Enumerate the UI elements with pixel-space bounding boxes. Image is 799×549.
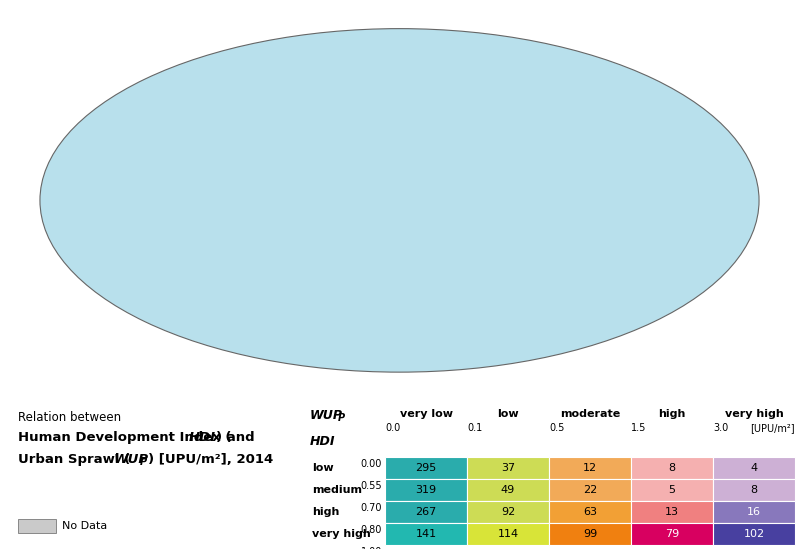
- Text: Relation between: Relation between: [18, 411, 121, 424]
- Text: 49: 49: [501, 485, 515, 495]
- Text: 0.00: 0.00: [360, 459, 382, 469]
- Bar: [467, 457, 549, 479]
- Text: 8: 8: [750, 485, 757, 495]
- Text: [UPU/m²]: [UPU/m²]: [750, 423, 795, 433]
- Text: 79: 79: [665, 529, 679, 539]
- Text: 102: 102: [743, 529, 765, 539]
- Text: HDI: HDI: [189, 431, 216, 444]
- Text: HDI: HDI: [310, 435, 336, 448]
- Text: high: high: [658, 409, 686, 419]
- Bar: [549, 523, 631, 545]
- Text: very low: very low: [400, 409, 452, 419]
- Text: 16: 16: [747, 507, 761, 517]
- Bar: [549, 457, 631, 479]
- Text: 63: 63: [583, 507, 597, 517]
- Bar: [385, 479, 467, 501]
- Text: 1.5: 1.5: [631, 423, 646, 433]
- Text: 92: 92: [501, 507, 515, 517]
- Text: high: high: [312, 507, 340, 517]
- Text: WUP: WUP: [310, 409, 343, 422]
- Text: 0.5: 0.5: [549, 423, 564, 433]
- Bar: [713, 523, 795, 545]
- Bar: [631, 457, 713, 479]
- Text: low: low: [312, 463, 334, 473]
- Text: 0.80: 0.80: [360, 525, 382, 535]
- Bar: [467, 523, 549, 545]
- Text: 0.1: 0.1: [467, 423, 483, 433]
- Text: ) and: ) and: [216, 431, 255, 444]
- Bar: [631, 523, 713, 545]
- Text: very high: very high: [725, 409, 783, 419]
- Text: 295: 295: [415, 463, 436, 473]
- Bar: [631, 501, 713, 523]
- Text: very high: very high: [312, 529, 371, 539]
- Text: Human Development Index (: Human Development Index (: [18, 431, 232, 444]
- Text: Urban Sprawl (: Urban Sprawl (: [18, 453, 130, 466]
- Text: 37: 37: [501, 463, 515, 473]
- Text: 0.0: 0.0: [385, 423, 400, 433]
- Bar: [713, 501, 795, 523]
- Bar: [467, 501, 549, 523]
- Text: 8: 8: [669, 463, 676, 473]
- Text: WUP: WUP: [114, 453, 149, 466]
- Text: 12: 12: [583, 463, 597, 473]
- Text: 141: 141: [415, 529, 436, 539]
- Text: 99: 99: [583, 529, 597, 539]
- Bar: [713, 457, 795, 479]
- Text: 3.0: 3.0: [713, 423, 728, 433]
- Bar: [385, 523, 467, 545]
- Text: ) [UPU/m²], 2014: ) [UPU/m²], 2014: [148, 453, 273, 466]
- Bar: [467, 479, 549, 501]
- Text: 13: 13: [665, 507, 679, 517]
- Text: 22: 22: [583, 485, 597, 495]
- Bar: [549, 501, 631, 523]
- Text: 1.00: 1.00: [360, 547, 382, 549]
- Text: P: P: [338, 413, 345, 423]
- Bar: [385, 501, 467, 523]
- Text: medium: medium: [312, 485, 362, 495]
- Text: 5: 5: [669, 485, 675, 495]
- Text: low: low: [497, 409, 519, 419]
- Text: moderate: moderate: [560, 409, 620, 419]
- Text: 4: 4: [750, 463, 757, 473]
- Text: 267: 267: [415, 507, 436, 517]
- Text: 0.70: 0.70: [360, 503, 382, 513]
- Text: P: P: [140, 457, 147, 467]
- Bar: [385, 457, 467, 479]
- Text: 319: 319: [415, 485, 436, 495]
- Text: No Data: No Data: [62, 521, 107, 531]
- Bar: [631, 479, 713, 501]
- Text: 114: 114: [498, 529, 519, 539]
- Bar: [549, 479, 631, 501]
- Bar: [18, 519, 56, 533]
- Text: 0.55: 0.55: [360, 481, 382, 491]
- Bar: [713, 479, 795, 501]
- Ellipse shape: [40, 29, 759, 372]
